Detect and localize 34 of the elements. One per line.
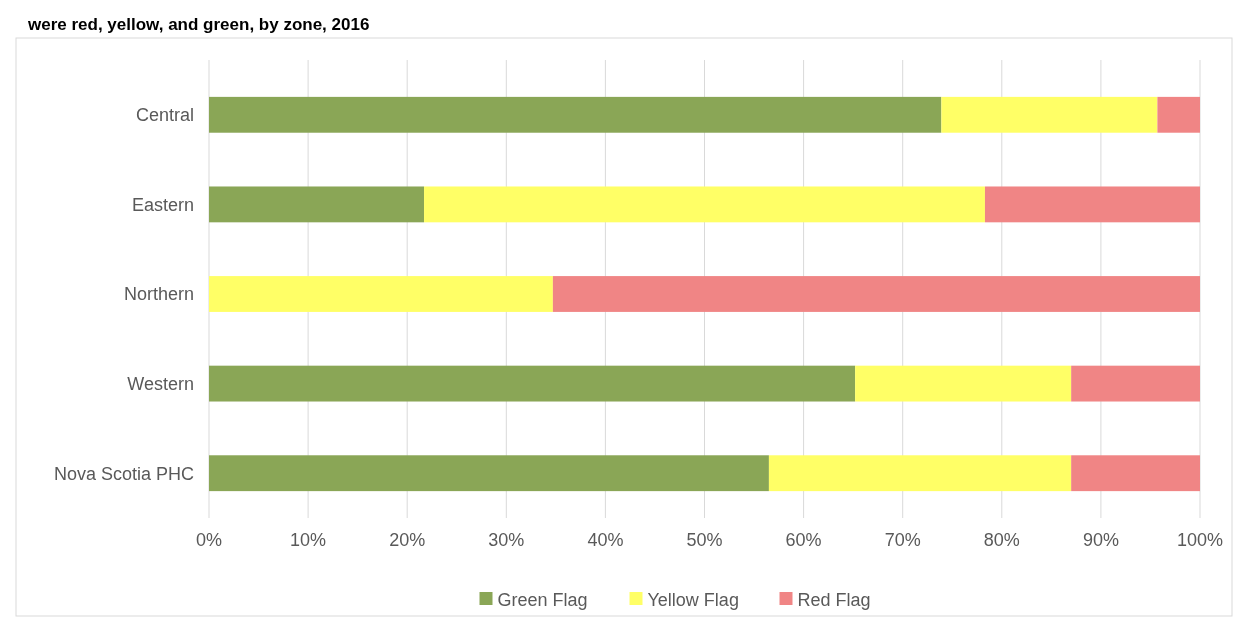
legend-label: Red Flag <box>797 590 871 611</box>
x-tick-label: 40% <box>587 530 624 550</box>
bar <box>1157 96 1200 133</box>
bar <box>552 276 1200 312</box>
bar <box>209 455 769 492</box>
x-tick-label: 60% <box>785 530 822 550</box>
bar <box>424 186 985 223</box>
legend-label: Green Flag <box>497 590 588 611</box>
bar <box>984 186 1200 223</box>
x-tick-label: 50% <box>686 530 723 550</box>
y-tick-label: Central <box>135 105 194 126</box>
x-tick-label: 10% <box>290 530 327 550</box>
bar <box>209 365 856 402</box>
bar <box>209 96 942 133</box>
x-tick-label: 100% <box>1176 530 1224 550</box>
bar <box>1071 365 1200 402</box>
y-tick-label: Western <box>127 373 194 394</box>
bar <box>768 455 1072 492</box>
x-tick-label: 20% <box>389 530 426 550</box>
chart-title: were red, yellow, and green, by zone, 2016 <box>27 15 370 34</box>
x-tick-label: 0% <box>195 530 223 550</box>
bar <box>209 276 553 312</box>
x-tick-label: 90% <box>1082 530 1119 550</box>
bar <box>209 186 425 223</box>
y-tick-label: Eastern <box>131 194 194 215</box>
y-tick-label: Nova Scotia PHC <box>53 463 194 484</box>
bar <box>1071 455 1200 492</box>
x-tick-label: 70% <box>884 530 921 550</box>
x-tick-label: 80% <box>983 530 1020 550</box>
bar <box>941 96 1158 133</box>
y-tick-label: Northern <box>123 284 194 305</box>
x-tick-label: 30% <box>488 530 525 550</box>
legend-label: Yellow Flag <box>647 590 739 611</box>
bar <box>855 365 1072 402</box>
